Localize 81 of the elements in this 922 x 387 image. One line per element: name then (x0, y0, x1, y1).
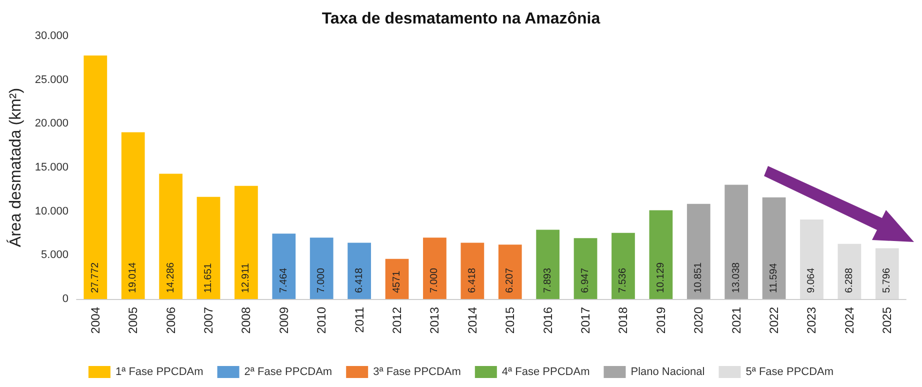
x-tick-label: 2015 (503, 306, 518, 334)
bar (348, 242, 371, 299)
x-tick-label: 2018 (616, 306, 630, 334)
legend-label: 5ª Fase PPCDAm (746, 366, 834, 378)
legend-label: 3ª Fase PPCDAm (373, 366, 461, 378)
x-tick-label: 2017 (578, 306, 593, 334)
x-tick-label: 2013 (428, 306, 442, 334)
data-label: 19.014 (128, 262, 139, 293)
data-label: 10.851 (693, 262, 704, 293)
data-label: 6.418 (354, 268, 365, 293)
x-tick-label: 2016 (540, 306, 555, 334)
bar (724, 184, 748, 299)
bar (612, 232, 635, 299)
data-label: 7.000 (429, 268, 440, 293)
data-label: 4571 (392, 270, 403, 293)
bar (686, 204, 710, 299)
x-tick-label: 2025 (880, 306, 894, 334)
data-label: 5.796 (882, 268, 893, 293)
legend-label: 1ª Fase PPCDAm (115, 366, 204, 378)
data-label: 11.651 (203, 262, 214, 293)
bar (460, 242, 484, 299)
data-label: 13.038 (730, 262, 742, 293)
y-axis-title: Área desmatada (km²) (6, 88, 24, 248)
data-label: 10.129 (655, 262, 666, 293)
x-tick-label: 2006 (164, 306, 178, 334)
x-tick-label: 2021 (729, 306, 744, 334)
chart-title: Taxa de desmatamento na Amazônia (322, 10, 600, 28)
bar (536, 230, 560, 299)
x-tick-label: 2005 (126, 306, 140, 334)
data-label: 12.911 (240, 262, 252, 293)
bar (385, 258, 409, 299)
bar (574, 238, 598, 299)
bar (800, 220, 824, 299)
y-tick-label: 10.000 (34, 205, 69, 218)
bar (196, 196, 220, 299)
data-label: 6.418 (466, 268, 478, 293)
data-label: 6.947 (580, 268, 592, 293)
x-tick-label: 2012 (390, 306, 404, 334)
x-tick-label: 2007 (202, 306, 216, 334)
bar (498, 244, 522, 299)
bar (423, 238, 446, 299)
bar (875, 248, 899, 299)
legend-label: 4ª Fase PPCDAm (502, 366, 590, 378)
legend-label: Plano Nacional (630, 366, 705, 378)
x-tick-label: 2022 (767, 306, 782, 334)
bar (121, 132, 145, 299)
x-tick-label: 2010 (314, 306, 329, 334)
y-tick-label: 20.000 (34, 118, 69, 130)
bar (272, 234, 296, 299)
bar (649, 210, 673, 299)
bar (762, 197, 786, 299)
data-label: 7.464 (278, 268, 290, 293)
data-label: 11.594 (768, 262, 780, 293)
data-label: 27.772 (90, 262, 101, 293)
x-tick-label: 2020 (692, 306, 706, 334)
y-tick-label: 0 (62, 293, 69, 305)
bar (838, 244, 862, 299)
x-tick-label: 2019 (654, 306, 668, 334)
data-label: 9.064 (806, 268, 818, 293)
x-tick-label: 2009 (276, 306, 291, 334)
x-tick-label: 2011 (352, 306, 366, 333)
data-label: 7.893 (542, 268, 554, 293)
bar (310, 238, 334, 299)
x-tick-label: 2024 (842, 306, 856, 334)
bar (84, 56, 108, 299)
data-label: 7.536 (618, 268, 629, 293)
x-tick-label: 2004 (88, 306, 102, 334)
bar (234, 186, 258, 299)
data-label: 14.286 (165, 262, 176, 293)
y-tick-label: 30.000 (34, 30, 69, 42)
data-label: 7.000 (316, 268, 328, 293)
x-tick-label: 2014 (465, 306, 480, 334)
legend-label: 2ª Fase PPCDAm (244, 366, 332, 378)
data-label: 6.288 (844, 268, 855, 293)
x-tick-label: 2008 (239, 306, 254, 334)
y-tick-label: 25.000 (34, 74, 69, 86)
data-label: 6.207 (504, 268, 516, 293)
x-tick-label: 2023 (804, 306, 819, 334)
y-tick-label: 5.000 (41, 249, 69, 262)
y-tick-label: 15.000 (34, 162, 69, 174)
bar (159, 174, 182, 299)
